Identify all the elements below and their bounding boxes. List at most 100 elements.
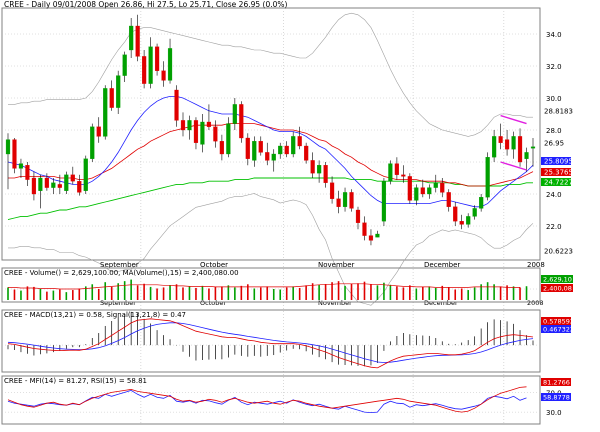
volume-bar (370, 284, 372, 300)
candle-body (109, 88, 114, 108)
macd-label-bg (541, 325, 571, 333)
macd-label-bg (541, 317, 571, 325)
volume-bar (39, 289, 42, 300)
volume-bar (506, 285, 508, 300)
candle-body (388, 163, 393, 182)
value-label-ma_green: 24.7227 (544, 179, 573, 187)
month-label: November (318, 261, 355, 269)
candle-body (206, 121, 212, 127)
candle-body (57, 184, 62, 188)
volume-bar (396, 286, 398, 300)
volume-bar (136, 285, 139, 300)
candle-body (336, 198, 341, 207)
candle-body (504, 139, 510, 150)
volume-bar (376, 285, 379, 300)
volume-bar (324, 284, 327, 300)
candle-body (90, 126, 95, 159)
candle-body (479, 197, 484, 209)
volume-bar (214, 286, 217, 300)
volume-bar (201, 285, 204, 300)
volume-bar (454, 289, 457, 300)
candle-body (12, 139, 17, 169)
mfi-rsi-lines (7, 386, 527, 414)
candle-body (83, 158, 88, 191)
candle-body (381, 181, 387, 222)
volume-bar (409, 285, 411, 300)
candle-body (310, 160, 315, 174)
price-tick-label: 34.0 (546, 31, 562, 39)
volume-bar (292, 286, 294, 300)
candle-body (193, 120, 199, 143)
candle-body (304, 145, 309, 161)
macd-value-label: 0.467322 (543, 326, 574, 334)
volume-bar (460, 288, 463, 300)
candle-body (342, 192, 348, 207)
candle-body (530, 146, 536, 149)
candle-body (446, 192, 451, 207)
price-value-labels: 28.8183 26.95 25.8095 25.3765 24.7227 20.6223 (541, 108, 573, 256)
value-label-bg (541, 157, 571, 165)
candle-body (148, 46, 153, 84)
volume-bar (97, 289, 100, 300)
volume-bar (162, 287, 165, 300)
volume-bar (188, 286, 191, 300)
lower-band-line (8, 193, 534, 306)
volume-bar (13, 289, 16, 300)
candle-body (472, 208, 477, 217)
candle-body (96, 126, 101, 137)
candle-body (297, 136, 302, 147)
macd-header: CREE - MACD(13,21) = 0.58, Signal(13,21,… (4, 311, 186, 319)
volume-bar (110, 286, 113, 300)
candle-body (18, 163, 24, 169)
candle-body (401, 174, 406, 177)
mfi-value-label: 58.8778 (543, 394, 570, 402)
mfi-label-bg (541, 378, 571, 386)
volume-bar (156, 288, 158, 300)
volume-bar (350, 283, 353, 300)
candlesticks (5, 14, 536, 246)
volume-bar (26, 286, 29, 300)
bollinger-bands (8, 12, 534, 306)
ma-red-line (8, 123, 534, 187)
candle-body (129, 25, 134, 51)
price-tick-label: 30.0 (546, 95, 562, 103)
macd-panel: CREE - MACD(13,21) = 0.58, Signal(13,21,… (1, 309, 574, 373)
price-tick-label: 32.0 (546, 63, 562, 71)
volume-bar (389, 284, 392, 300)
price-tick-label: 22.0 (546, 223, 562, 231)
volume-bars (7, 279, 528, 300)
volume-bar (285, 287, 288, 300)
candle-body (407, 176, 412, 201)
volume-bar (428, 286, 431, 300)
volume-bar (46, 291, 48, 300)
volume-bar (519, 287, 521, 300)
candle-body (492, 136, 497, 158)
month-label: October (200, 261, 228, 269)
ma-blue-line (7, 96, 534, 208)
candle-body (329, 182, 335, 199)
volume-bar (473, 287, 476, 300)
candle-body (31, 177, 37, 195)
volume-bar (357, 283, 359, 300)
month-label-lower: October (200, 299, 226, 307)
volume-bar (149, 286, 152, 300)
candle-body (498, 136, 503, 143)
volume-bar (383, 282, 385, 300)
month-label: December (424, 261, 460, 269)
volume-bar (525, 286, 528, 300)
candle-body (135, 25, 140, 57)
chart-title: CREE - Daily 09/01/2008 Open 26.86, Hi 2… (4, 0, 288, 9)
candle-body (355, 209, 361, 223)
volume-bar (259, 287, 262, 300)
candle-body (239, 104, 244, 139)
volume-bar (253, 288, 256, 300)
volume-label-bg (541, 284, 573, 292)
value-label-close: 26.95 (544, 140, 564, 148)
mfi-tick-label: 30.0 (546, 409, 562, 417)
ma-green-line (7, 177, 533, 221)
volume-bar (305, 285, 307, 300)
trend-line (500, 161, 527, 171)
volume-bar (227, 285, 230, 300)
candle-body (362, 222, 367, 236)
